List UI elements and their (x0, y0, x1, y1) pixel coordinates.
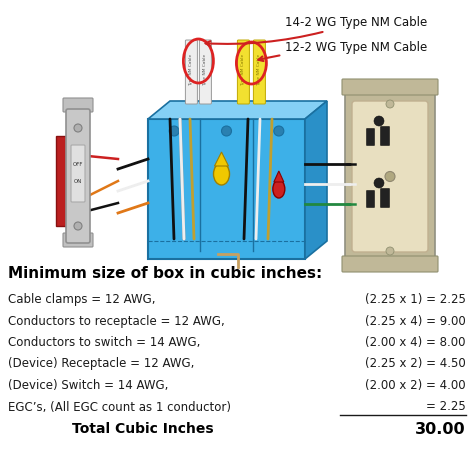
FancyBboxPatch shape (71, 145, 85, 202)
FancyBboxPatch shape (352, 101, 428, 252)
Text: Conductors to receptacle = 12 AWG,: Conductors to receptacle = 12 AWG, (8, 315, 225, 328)
Circle shape (374, 116, 384, 126)
Text: (2.00 x 2) = 4.00: (2.00 x 2) = 4.00 (365, 379, 466, 392)
Text: Type NM Cable: Type NM Cable (203, 54, 208, 86)
Text: Cable clamps = 12 AWG,: Cable clamps = 12 AWG, (8, 293, 155, 306)
Text: Type NM Cable: Type NM Cable (241, 54, 246, 86)
FancyBboxPatch shape (66, 109, 90, 243)
Text: (2.25 x 2) = 4.50: (2.25 x 2) = 4.50 (365, 357, 466, 371)
FancyBboxPatch shape (342, 79, 438, 95)
Ellipse shape (213, 163, 229, 185)
Circle shape (274, 126, 284, 136)
FancyBboxPatch shape (381, 127, 390, 146)
Text: = 2.25: = 2.25 (426, 401, 466, 413)
Text: (2.00 x 4) = 8.00: (2.00 x 4) = 8.00 (365, 336, 466, 349)
Text: Type NM Cable: Type NM Cable (257, 54, 261, 86)
Text: (2.25 x 4) = 9.00: (2.25 x 4) = 9.00 (365, 315, 466, 328)
FancyBboxPatch shape (237, 40, 249, 104)
Circle shape (386, 247, 394, 255)
Text: Total Cubic Inches: Total Cubic Inches (72, 422, 214, 436)
Text: EGC’s, (All EGC count as 1 conductor): EGC’s, (All EGC count as 1 conductor) (8, 401, 231, 413)
Circle shape (385, 172, 395, 182)
FancyBboxPatch shape (342, 256, 438, 272)
FancyBboxPatch shape (254, 40, 265, 104)
FancyBboxPatch shape (366, 191, 374, 208)
FancyBboxPatch shape (200, 40, 211, 104)
Text: 30.00: 30.00 (415, 422, 466, 437)
Text: (2.25 x 1) = 2.25: (2.25 x 1) = 2.25 (365, 293, 466, 306)
Circle shape (221, 126, 231, 136)
Text: OFF: OFF (73, 162, 83, 166)
Text: 14-2 WG Type NM Cable: 14-2 WG Type NM Cable (206, 16, 427, 46)
Ellipse shape (273, 180, 285, 198)
Text: Type NM Cable: Type NM Cable (190, 54, 193, 86)
Text: Minimum size of box in cubic inches:: Minimum size of box in cubic inches: (8, 266, 322, 281)
FancyBboxPatch shape (63, 233, 93, 247)
FancyBboxPatch shape (345, 92, 435, 261)
FancyBboxPatch shape (148, 119, 305, 259)
Text: Conductors to switch = 14 AWG,: Conductors to switch = 14 AWG, (8, 336, 201, 349)
Text: (Device) Switch = 14 AWG,: (Device) Switch = 14 AWG, (8, 379, 168, 392)
Circle shape (169, 126, 179, 136)
Text: 12-2 WG Type NM Cable: 12-2 WG Type NM Cable (258, 40, 427, 61)
Circle shape (74, 222, 82, 230)
Polygon shape (274, 171, 284, 182)
Polygon shape (215, 152, 228, 166)
FancyBboxPatch shape (366, 128, 374, 146)
Polygon shape (305, 101, 327, 259)
Circle shape (374, 178, 384, 188)
Text: ON: ON (74, 179, 82, 183)
Circle shape (74, 124, 82, 132)
FancyBboxPatch shape (381, 189, 390, 208)
FancyBboxPatch shape (56, 136, 86, 226)
FancyBboxPatch shape (63, 98, 93, 112)
Circle shape (386, 100, 394, 108)
FancyBboxPatch shape (185, 40, 197, 104)
Polygon shape (148, 101, 327, 119)
Text: (Device) Receptacle = 12 AWG,: (Device) Receptacle = 12 AWG, (8, 357, 194, 371)
